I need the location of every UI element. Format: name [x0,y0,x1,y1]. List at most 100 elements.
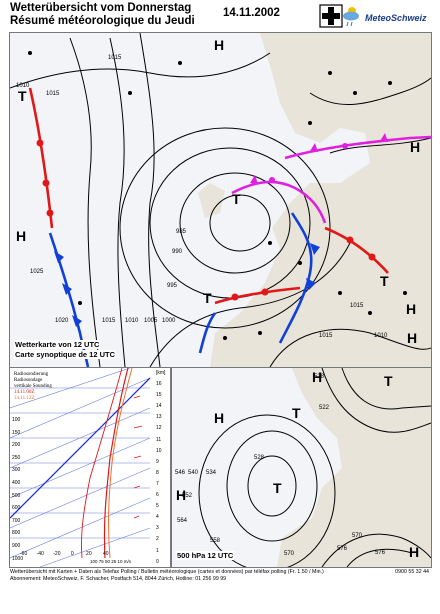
pressure-tick: 900 [12,542,21,549]
pressure-tick: 200 [12,442,21,449]
temp-tick: 20 [86,551,92,557]
contour-label: 552 [182,493,193,499]
height-tick: 10 [156,447,162,454]
center-t: T [380,273,389,289]
height-tick: 7 [156,480,159,487]
contour-label: 570 [352,533,363,539]
pressure-tick: 250 [12,454,21,461]
contour-label: 528 [254,455,265,461]
contour-label: 576 [337,546,348,552]
center-h: H [409,544,420,560]
height-tick: 6 [156,492,159,499]
isobar-label: 1010 [125,318,139,324]
surface-map-drawing [10,33,431,367]
height-tick: 0 [156,558,159,565]
header: Wetterübersicht vom Donnerstag Résumé mé… [0,0,440,32]
contour-label: 576 [375,550,386,556]
footer-subscription: Abonnement: MeteoSchweiz, F. Schacher, P… [10,576,227,582]
pressure-axis: 100 150 200 250 300 400 500 600 700 800 … [12,414,23,565]
caption-fr: Carte synoptique de 12 UTC [14,350,117,359]
height-tick: 16 [156,381,162,388]
pressure-tick: 700 [12,517,21,524]
isobar-label: 995 [167,283,178,289]
isobar-label: 1015 [319,333,333,339]
height-tick: [km] [156,370,166,376]
wind-scale: 100 75 50 25 10 [90,559,123,564]
temp-tick: 0 [70,551,74,557]
page-title: Wetterübersicht vom Donnerstag Résumé mé… [10,2,195,28]
height-tick: 13 [156,414,162,421]
pressure-tick: 1000 [12,555,24,562]
center-t: T [203,290,212,306]
upper-map-caption: 500 hPa 12 UTC [176,551,235,560]
height-tick: 5 [156,503,159,510]
pressure-tick: 600 [12,505,21,512]
pressure-tick: 400 [12,479,21,486]
upper-map-drawing [198,368,431,567]
center-t: T [18,88,27,104]
height-tick: 3 [156,525,159,532]
brand-logo: MeteoSchweiz [318,4,438,28]
station-plots [28,51,407,340]
isobar-label: 1010 [374,333,388,339]
temp-tick: -20 [53,551,61,557]
contour-label: 558 [210,538,221,544]
contour-label: 522 [319,405,330,411]
height-axis: [km] 16 15 14 13 12 11 10 9 8 7 6 5 4 3 … [156,368,166,567]
isobar-label: 990 [172,249,183,255]
legend-00z: 14.11.00Z [14,390,35,395]
footer-phone: 0900 55 32 44 [395,569,429,575]
height-tick: 4 [156,514,159,521]
height-tick: 2 [156,536,159,543]
pressure-tick: 150 [12,429,21,436]
height-tick: 11 [156,436,162,443]
contour-label: 570 [284,551,295,557]
center-h: H [214,410,225,426]
wind-unit: m/s [123,559,132,564]
center-h: H [407,330,418,346]
center-h: H [312,369,323,385]
isobar-label: 1020 [55,318,69,324]
height-tick: 12 [156,425,162,432]
isobars [10,33,431,367]
sounding-diagram [10,368,151,567]
contour-label: 546 [175,470,186,476]
center-h: H [214,37,225,53]
isobar-label: 1000 [162,318,176,324]
wind-axis: 100 75 50 25 10 m/s [90,559,131,564]
isobar-label: 1015 [46,91,60,97]
height-tick: 15 [156,392,162,399]
isobar-label: 1015 [102,318,116,324]
date-label: 14.11.2002 [223,7,280,19]
caption-de: Wetterkarte von 12 UTC [14,340,101,349]
center-t: T [273,480,282,496]
temp-tick: 40 [103,551,109,557]
contour-label: 528 [314,374,325,380]
sounding-legend: Radiosondierung Radiosondage vertikale S… [14,372,52,402]
pressure-tick: 800 [12,530,21,537]
upper-air-map: H T T H H T H 528 522 546 540 534 528 55… [171,367,432,568]
height-tick: 8 [156,469,159,476]
height-tick: 9 [156,458,159,465]
title-german: Wetterübersicht vom Donnerstag [10,2,192,14]
center-t: T [232,191,241,207]
height-tick: 1 [156,547,159,554]
pressure-tick: 500 [12,492,21,499]
legend-line: vertikale Sounding [14,384,52,389]
isobar-label: 1010 [16,83,30,89]
temperature-axis: -60 -40 -20 0 20 40 [20,551,109,557]
height-tick: 14 [156,403,162,410]
isobar-label: 1015 [350,303,364,309]
contour-label: 540 [188,470,199,476]
legend-12z: 14.11.12Z [14,396,35,401]
center-h: H [406,301,417,317]
occluded-front [231,133,431,224]
title-french: Résumé météorologique du Jeudi [10,15,195,27]
isobar-label: 1015 [108,55,122,61]
isobar-label: 1025 [30,269,44,275]
isobar-label: 985 [176,229,187,235]
isobar-label: 1005 [144,318,158,324]
pressure-tick: 100 [12,417,21,423]
center-t: T [292,405,301,421]
radiosonde-sounding: Radiosondierung Radiosondage vertikale S… [9,367,171,568]
